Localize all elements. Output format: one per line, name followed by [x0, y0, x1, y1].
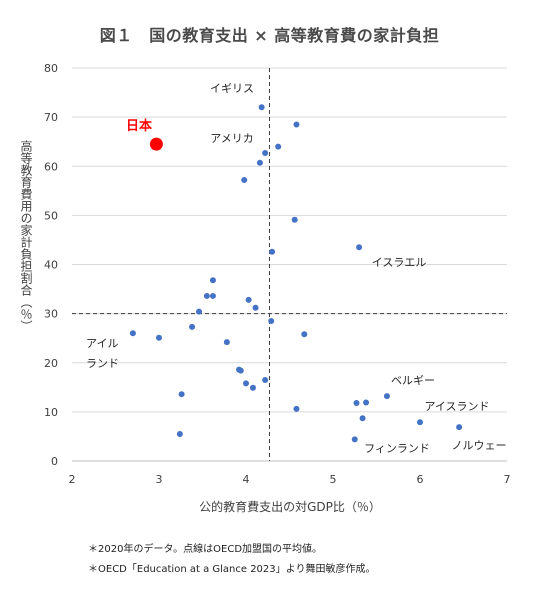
- y-tick-label: 30: [44, 308, 58, 321]
- data-point: [269, 248, 276, 255]
- figure-title: 図１ 国の教育支出 × 高等教育費の家計負担: [99, 26, 440, 45]
- data-point: [209, 277, 216, 284]
- data-point: [156, 334, 162, 341]
- data-point: [252, 304, 259, 311]
- data-point: [189, 323, 196, 330]
- point-annotation: イスラエル: [372, 256, 427, 269]
- x-tick-label: 2: [69, 473, 76, 486]
- point-annotation: ノルウェー: [452, 439, 507, 452]
- data-point: [293, 405, 300, 412]
- data-point: [203, 292, 210, 299]
- data-point: [291, 216, 298, 223]
- data-point: [258, 104, 265, 111]
- data-point: [243, 380, 249, 387]
- y-tick-label: 80: [44, 62, 58, 75]
- y-tick-label: 70: [44, 111, 58, 124]
- data-point: [351, 436, 358, 443]
- reference-lines: [72, 68, 507, 461]
- y-tick-label: 20: [44, 357, 58, 370]
- data-point: [223, 339, 230, 346]
- x-tick-label: 7: [504, 473, 511, 486]
- data-point: [383, 393, 390, 400]
- data-point: [178, 391, 185, 398]
- data-point: [262, 149, 269, 156]
- data-point: [353, 400, 360, 407]
- highlight-point-japan: [149, 137, 163, 151]
- data-point: [275, 143, 282, 150]
- point-annotation: ランド: [86, 357, 119, 370]
- point-annotation: ベルギー: [391, 374, 435, 387]
- x-tick-label: 3: [156, 473, 163, 486]
- annotation-japan: 日本: [126, 118, 152, 134]
- y-tick-label: 60: [44, 160, 58, 173]
- data-point: [301, 331, 308, 338]
- data-point: [417, 419, 423, 426]
- y-tick-label: 50: [44, 209, 58, 222]
- y-tick-label: 40: [44, 259, 58, 272]
- data-point: [209, 292, 216, 299]
- point-annotation: アイル: [86, 337, 118, 350]
- data-point: [249, 384, 256, 391]
- data-point: [241, 177, 248, 184]
- data-points: [129, 104, 463, 443]
- data-point: [293, 121, 300, 128]
- point-annotation: フィンランド: [364, 442, 430, 455]
- x-tick-label: 6: [417, 473, 424, 486]
- data-point: [356, 244, 363, 251]
- scatter-chart: 0 10 20 30 40 50 60 70 80 2 3 4 5 6 7 イギリスアメリカイスラエルアイル…: [19, 62, 511, 514]
- x-tick-label: 5: [330, 473, 337, 486]
- point-annotation: イギリス: [210, 82, 254, 95]
- note-source: ＊OECD「Education at a Glance 2023」より舞田敏彦作…: [88, 564, 376, 575]
- y-tick-label: 0: [51, 455, 58, 468]
- data-point: [256, 159, 263, 166]
- x-tick-label: 4: [243, 473, 250, 486]
- data-point: [245, 296, 252, 303]
- data-point: [363, 399, 370, 406]
- data-point: [129, 330, 136, 337]
- point-annotation: アメリカ: [210, 132, 253, 145]
- y-axis-title: 高等教育費用の家計負担割合（％）: [19, 139, 33, 332]
- data-point: [196, 308, 203, 315]
- tick-labels: 0 10 20 30 40 50 60 70 80 2 3 4 5 6 7: [44, 62, 511, 486]
- data-point: [359, 415, 366, 422]
- point-annotation: アイスランド: [424, 400, 489, 413]
- data-point: [268, 317, 275, 324]
- note-data-year: ＊2020年のデータ。点線はOECD加盟国の平均値。: [88, 544, 323, 555]
- y-tick-label: 10: [44, 406, 58, 419]
- data-point: [262, 376, 269, 383]
- data-point: [176, 430, 183, 437]
- data-point: [237, 367, 244, 374]
- x-axis-title: 公的教育費支出の対GDP比（％）: [199, 499, 381, 514]
- data-point: [456, 424, 463, 431]
